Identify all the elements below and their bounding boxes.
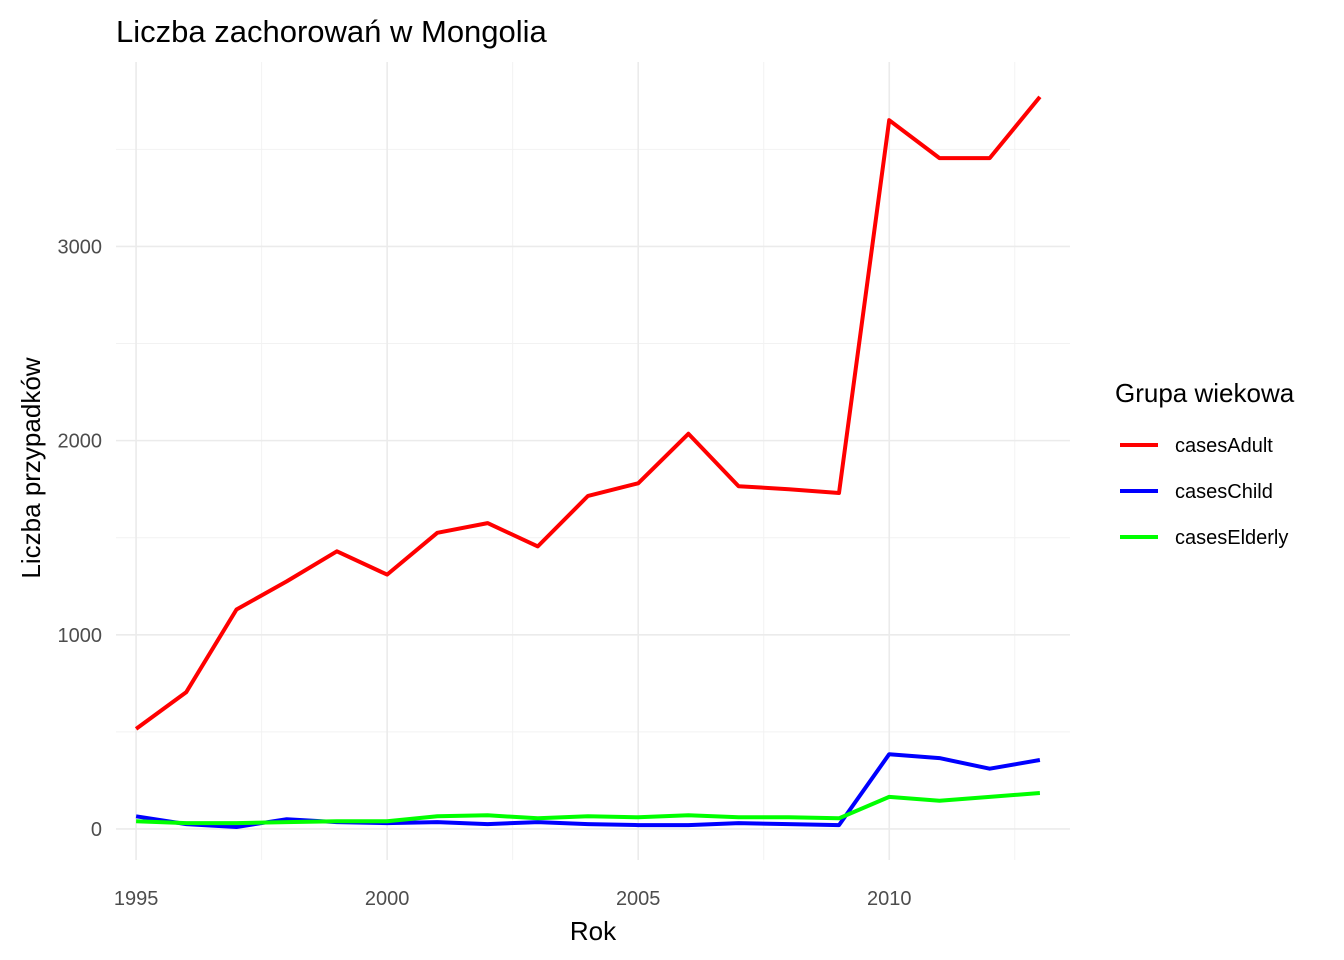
series-line-casesChild <box>135 752 1041 829</box>
legend-items: casesAdult casesChild casesElderly <box>1120 435 1288 549</box>
legend-title: Grupa wiekowa <box>1115 378 1295 408</box>
x-tick-label: 2005 <box>616 888 661 910</box>
minor-gridlines <box>116 62 1070 860</box>
y-axis-title: Liczba przypadków <box>16 357 46 578</box>
legend-label-casesAdult: casesAdult <box>1175 435 1273 457</box>
x-axis-title: Rok <box>570 916 617 946</box>
x-tick-label: 1995 <box>114 888 159 910</box>
legend-label-casesElderly: casesElderly <box>1175 527 1288 549</box>
major-gridlines <box>116 62 1070 860</box>
series-lines <box>134 95 1042 829</box>
series-line-casesElderly <box>136 791 1041 826</box>
y-tick-label: 0 <box>91 819 102 841</box>
x-tick-label: 2010 <box>867 888 912 910</box>
y-tick-label: 2000 <box>58 431 103 453</box>
x-tick-label: 2000 <box>365 888 410 910</box>
y-tick-label: 1000 <box>58 625 103 647</box>
legend-label-casesChild: casesChild <box>1175 481 1273 503</box>
chart-title: Liczba zachorowań w Mongolia <box>116 14 548 49</box>
tick-labels: 1995 2000 2005 2010 0 1000 2000 3000 <box>58 236 912 910</box>
legend: Grupa wiekowa casesAdult casesChild casesE… <box>1115 378 1295 549</box>
series-line-casesAdult <box>134 95 1042 731</box>
y-tick-label: 3000 <box>58 236 103 258</box>
